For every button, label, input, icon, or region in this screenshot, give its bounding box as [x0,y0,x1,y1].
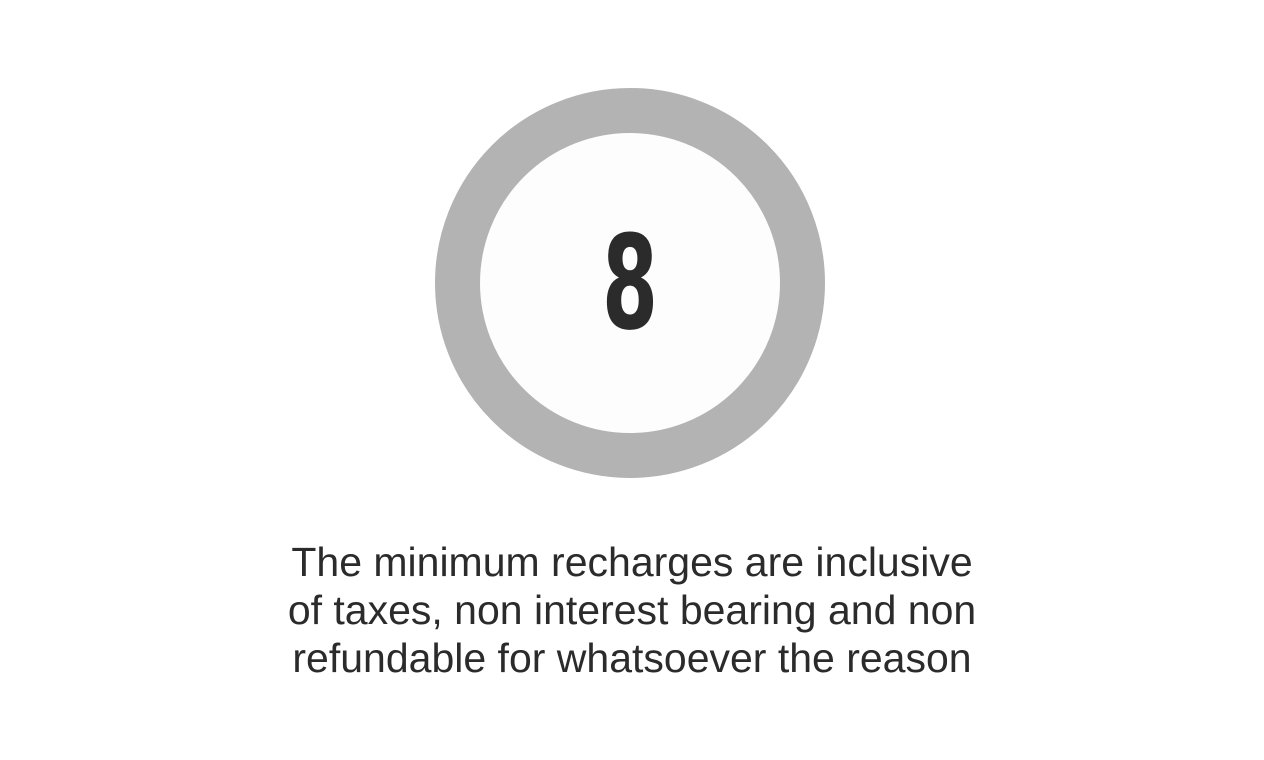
caption-line: The minimum recharges are inclusive [291,539,973,585]
caption-line: of taxes, non interest bearing and non [287,587,977,633]
caption: The minimum recharges are inclusive of t… [262,538,1002,682]
step-ring: 8 [435,88,825,478]
caption-line: refundable for whatsoever the reason [292,635,972,681]
step-number: 8 [601,207,659,359]
